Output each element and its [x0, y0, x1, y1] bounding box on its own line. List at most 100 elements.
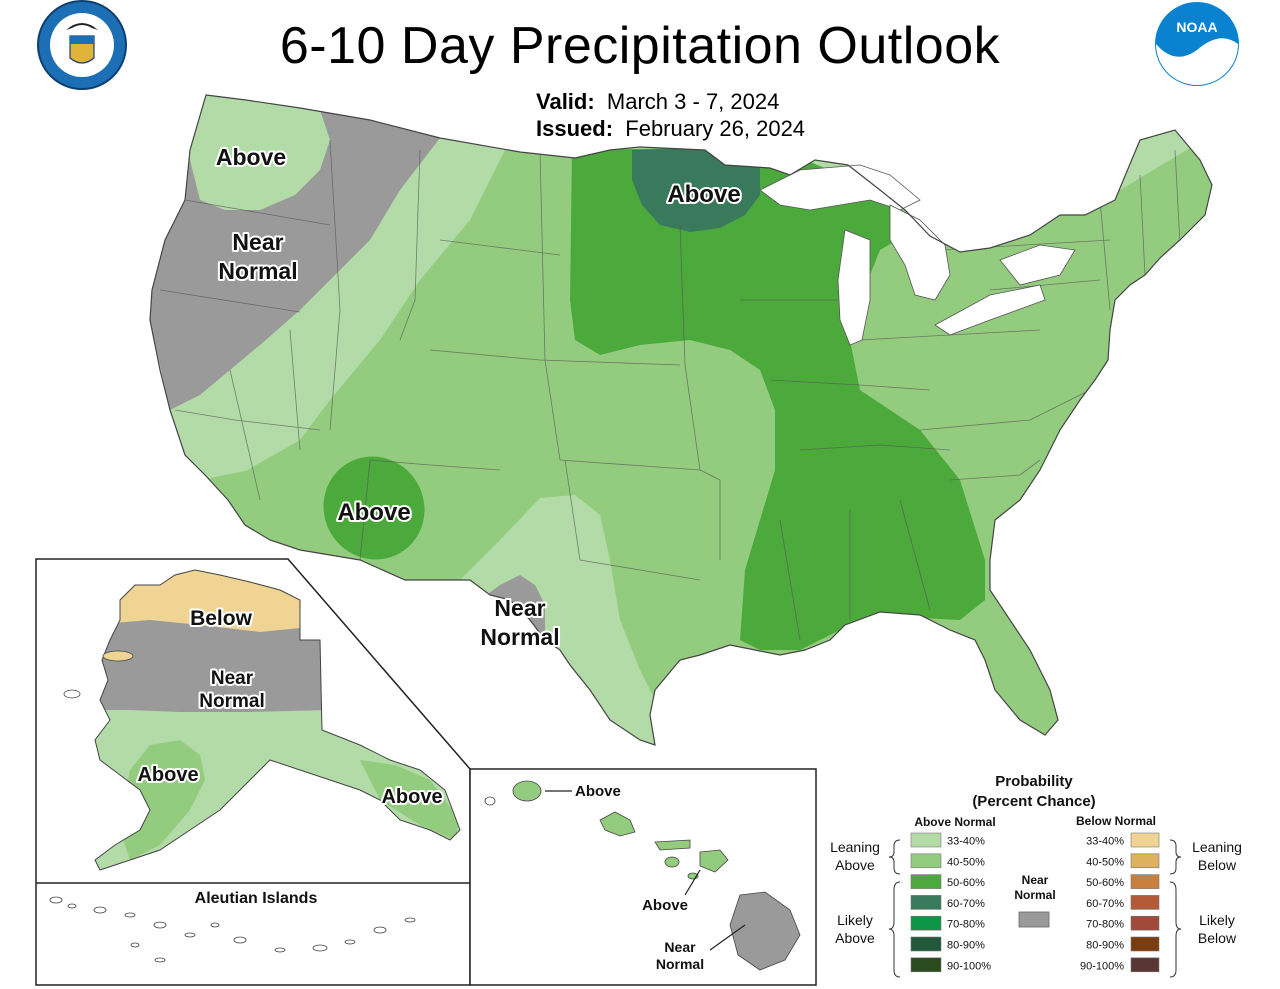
legend-above-header: Above Normal — [914, 815, 995, 829]
legend-below-range: 40-50% — [1086, 856, 1124, 868]
legend-below-swatch — [1130, 832, 1160, 848]
noaa-logo-text: NOAA — [1176, 19, 1217, 35]
conus-shading — [150, 95, 1212, 745]
label-pacific-nw: Above — [216, 144, 286, 170]
label-west-near-2: Normal — [218, 258, 297, 284]
legend-likely-below-1: Likely — [1199, 912, 1235, 928]
ak-near-normal — [95, 620, 330, 712]
legend-above-swatch — [910, 832, 942, 848]
hi-maui — [699, 849, 729, 873]
label-west-near-1: Near — [232, 229, 283, 255]
issued-label: Issued: — [536, 116, 614, 141]
label-texas-near-2: Normal — [480, 624, 559, 650]
hi-leader-2 — [684, 869, 701, 896]
hi-molokai — [654, 839, 691, 851]
legend-below-swatch — [1130, 957, 1160, 973]
state-lines — [159, 139, 1181, 641]
legend-below-range: 60-70% — [1086, 898, 1124, 910]
label-arizona: Above — [337, 499, 410, 526]
department-of-commerce-seal — [37, 0, 127, 90]
hi-big-island — [729, 891, 801, 971]
legend-above-range: 60-70% — [947, 898, 985, 910]
legend-leaning-below-2: Below — [1198, 857, 1237, 873]
valid-dates: Valid: March 3 - 7, 2024 — [536, 89, 779, 115]
ak-above-40-50-sw — [120, 740, 205, 860]
legend-below-swatch — [1130, 874, 1160, 889]
legend-likely-above-2: Above — [835, 930, 875, 946]
valid-label: Valid: — [536, 89, 595, 114]
legend-above-swatch — [910, 895, 942, 910]
aleutian-islands-chain — [49, 896, 416, 963]
probability-legend: Probability (Percent Chance) Above Norma… — [830, 773, 1242, 978]
hi-oahu — [599, 811, 636, 837]
legend-above-range: 70-80% — [947, 919, 985, 931]
legend-title-1: Probability — [995, 773, 1073, 790]
above-33-40-washington — [185, 95, 330, 210]
legend-above-range: 80-90% — [947, 940, 985, 952]
label-ak-above-sw: Above — [137, 764, 198, 786]
hi-kauai — [512, 780, 542, 802]
label-hi-near-1: Near — [664, 939, 696, 955]
legend-above-swatch — [910, 853, 942, 869]
legend-above-swatch — [910, 874, 942, 889]
above-50-60-arizona — [323, 456, 425, 560]
issued-value: February 26, 2024 — [625, 116, 806, 141]
legend-below-range: 80-90% — [1086, 940, 1124, 952]
legend-below-swatch — [1130, 936, 1160, 952]
legend-leaning-below-1: Leaning — [1192, 839, 1242, 855]
legend-likely-below-2: Below — [1198, 930, 1237, 946]
legend-below-swatch — [1130, 895, 1160, 910]
legend-above-range: 40-50% — [947, 856, 985, 868]
noaa-logo: NOAA — [1155, 2, 1239, 86]
label-hi-above-1: Above — [575, 783, 621, 800]
label-ak-near-2: Normal — [199, 691, 264, 712]
legend-below-swatch — [1130, 853, 1160, 869]
legend-rows: 33-40% 33-40% 40-50% 40-50% 50-60% 50-60% 60-7… — [910, 832, 1160, 973]
ak-stlawrence-island — [63, 689, 81, 699]
hi-niihau — [484, 796, 496, 806]
conus-outline — [149, 94, 1213, 746]
legend-below-range: 70-80% — [1086, 919, 1124, 931]
legend-above-range: 33-40% — [947, 836, 985, 848]
label-upper-midwest: Above — [667, 181, 740, 208]
alaska-inset: Below Near Normal Above Above Aleutian I… — [35, 558, 471, 986]
hawaii-inset: Above Above Near Normal — [469, 768, 817, 986]
legend-near-swatch — [1018, 911, 1050, 928]
legend-near-1: Near — [1022, 873, 1049, 887]
legend-above-swatch — [910, 936, 942, 952]
legend-braces — [888, 839, 1182, 978]
legend-below-header: Below Normal — [1076, 814, 1156, 828]
ak-seward-island — [102, 650, 134, 662]
legend-leaning-above-2: Above — [835, 857, 875, 873]
label-hi-above-2: Above — [642, 897, 688, 914]
label-ak-above-se: Above — [381, 786, 442, 808]
alaska-outline — [94, 569, 461, 871]
above-33-40-texas — [455, 495, 660, 745]
issued-date: Issued: February 26, 2024 — [536, 116, 805, 142]
valid-value: March 3 - 7, 2024 — [606, 89, 780, 114]
above-60-70-upper-midwest — [632, 148, 760, 232]
label-aleutian-islands: Aleutian Islands — [195, 890, 318, 907]
hi-leader-3 — [709, 924, 746, 951]
label-ak-near-1: Near — [211, 668, 254, 689]
label-texas-near-1: Near — [494, 595, 545, 621]
legend-above-range: 90-100% — [947, 960, 991, 972]
legend-below-swatch — [1130, 915, 1160, 931]
above-50-60-central — [570, 148, 985, 650]
great-lakes — [759, 164, 1076, 346]
hi-lanai — [664, 856, 680, 868]
label-ak-below: Below — [190, 607, 253, 630]
map-title: 6-10 Day Precipitation Outlook — [279, 17, 1001, 75]
legend-below-range: 50-60% — [1086, 877, 1124, 889]
legend-likely-above-1: Likely — [837, 912, 873, 928]
legend-above-swatch — [910, 915, 942, 931]
legend-leaning-above-1: Leaning — [830, 839, 880, 855]
legend-near-2: Normal — [1014, 888, 1055, 902]
legend-title-2: (Percent Chance) — [972, 793, 1095, 810]
legend-below-range: 90-100% — [1080, 960, 1124, 972]
legend-above-swatch — [910, 957, 942, 973]
label-hi-near-2: Normal — [656, 956, 704, 972]
legend-below-range: 33-40% — [1086, 836, 1124, 848]
ak-above-40-50-se — [360, 760, 460, 840]
